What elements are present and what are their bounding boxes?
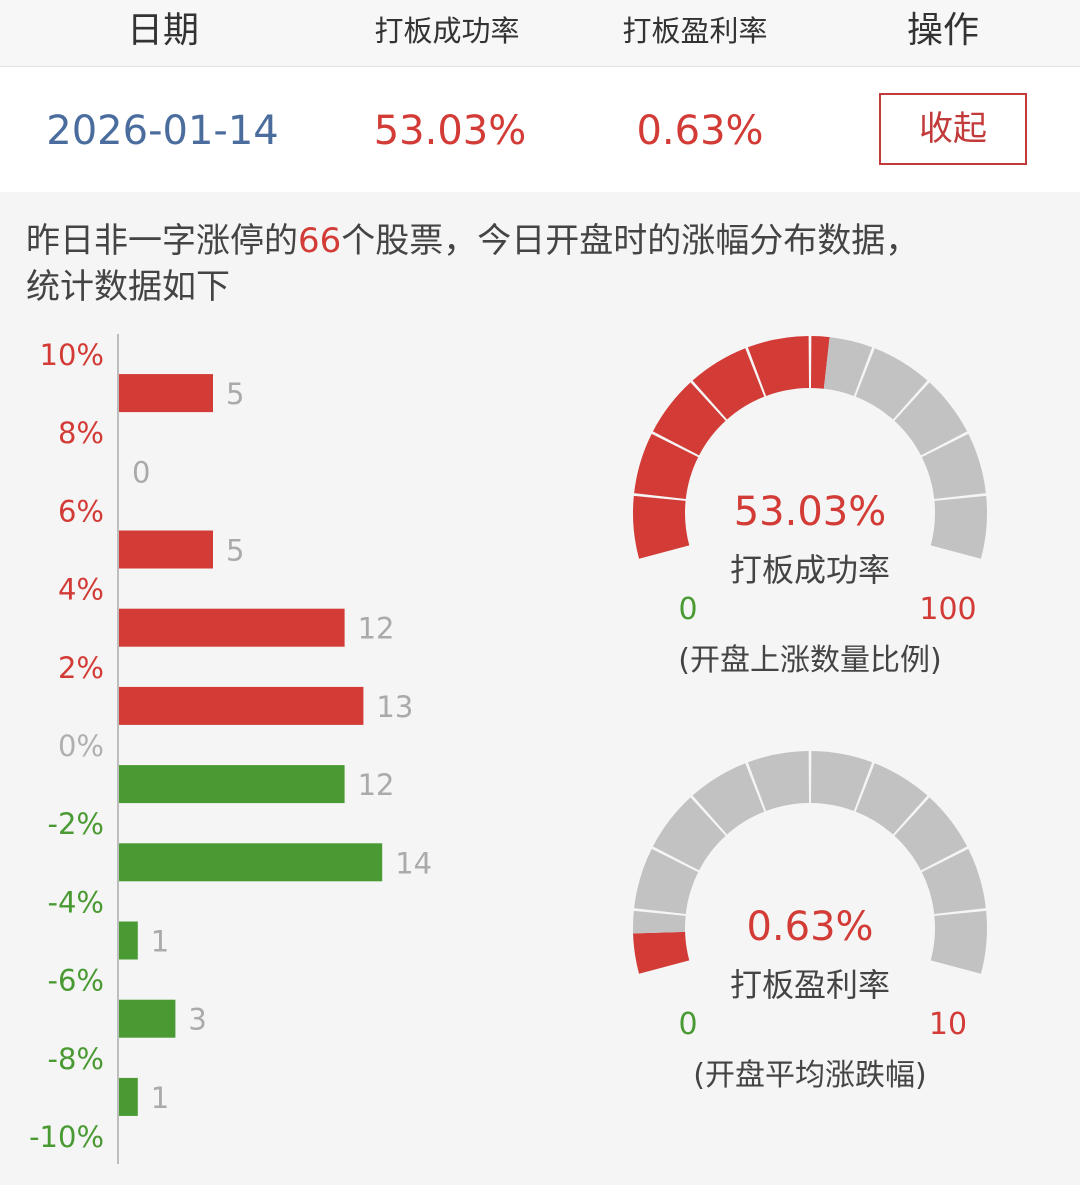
success-rate-gauge: 53.03% 打板成功率 0 100 (开盘上涨数量比例) (632, 336, 988, 678)
bar-value-label: 0 (132, 455, 150, 489)
bar-value-label: 5 (226, 534, 244, 568)
y-tick-label: 8% (58, 416, 104, 450)
y-tick-label: -10% (29, 1120, 104, 1154)
success-gauge-max-label: 100 (919, 592, 976, 627)
success-gauge-arc-filled (692, 348, 765, 420)
profit-gauge-arc-empty (634, 848, 699, 914)
profit-gauge-min-label: 0 (678, 1007, 697, 1042)
success-gauge-caption: (开盘上涨数量比例) (678, 643, 941, 678)
success-gauge-arc-empty (930, 495, 988, 559)
success-gauge-arc-filled (632, 495, 690, 559)
header-profit-rate: 打板盈利率 (622, 14, 768, 48)
bar (119, 921, 138, 960)
description-text: 昨日非一字涨停的66个股票，今日开盘时的涨幅分布数据， 统计数据如下 (26, 218, 1066, 310)
profit-gauge-arc-empty (855, 763, 928, 835)
bar-value-label: 1 (151, 925, 169, 959)
profit-gauge-value-text: 0.63% (746, 904, 873, 950)
bar (119, 608, 345, 647)
bar (119, 686, 364, 725)
profit-gauge-arc-empty (930, 910, 988, 974)
profit-gauge-arc-empty (747, 751, 810, 811)
header-success-rate: 打板成功率 (374, 14, 520, 48)
distribution-bar-chart: 10%8%6%4%2%0%-2%-4%-6%-8%-10%50512131214… (29, 334, 432, 1164)
profit-gauge-arc-empty (921, 848, 986, 914)
bar-value-label: 12 (358, 612, 395, 646)
profit-gauge-caption: (开盘平均涨跌幅) (693, 1058, 926, 1093)
y-tick-label: 4% (58, 573, 104, 607)
profit-gauge-arc-empty (652, 797, 726, 871)
y-tick-label: -4% (48, 885, 104, 919)
success-gauge-arc-empty (894, 382, 968, 456)
success-gauge-min-label: 0 (678, 592, 697, 627)
success-gauge-arc-filled (810, 336, 830, 389)
description-prefix: 昨日非一字涨停的 (26, 221, 298, 261)
row-profit-rate: 0.63% (636, 108, 764, 154)
success-gauge-arc-empty (921, 433, 986, 499)
y-tick-label: 0% (58, 729, 104, 763)
y-tick-label: 2% (58, 651, 104, 685)
bar (119, 374, 213, 413)
profit-gauge-name-text: 打板盈利率 (730, 966, 890, 1004)
profit-gauge-arc-empty (692, 763, 765, 835)
y-tick-label: -6% (48, 964, 104, 998)
table-row: 2026-01-14 53.03% 0.63% 收起 (0, 67, 1080, 192)
y-tick-label: 10% (40, 338, 104, 372)
profit-gauge-arc-filled (633, 931, 690, 974)
success-gauge-value-text: 53.03% (734, 489, 887, 535)
profit-rate-gauge: 0.63% 打板盈利率 0 10(开盘平均涨跌幅) (632, 751, 988, 1093)
bar-value-label: 12 (358, 768, 395, 802)
bar-value-label: 1 (151, 1081, 169, 1115)
success-gauge-arc-empty (823, 337, 873, 396)
row-success-rate: 53.03% (373, 108, 527, 154)
bar (119, 765, 345, 804)
profit-gauge-arc-empty (894, 797, 968, 871)
header-action: 操作 (906, 10, 979, 51)
bar (119, 843, 383, 882)
bar-value-label: 14 (395, 846, 432, 880)
bar-value-label: 3 (188, 1003, 206, 1037)
success-gauge-arc-filled (634, 433, 699, 499)
success-gauge-name-text: 打板成功率 (730, 551, 890, 589)
success-gauge-arc-empty (855, 348, 928, 420)
y-tick-label: -8% (48, 1042, 104, 1076)
table-header: 日期 打板成功率 打板盈利率 操作 (0, 0, 1080, 67)
description-count: 66 (298, 221, 342, 261)
header-date: 日期 (126, 10, 199, 51)
bar (119, 530, 213, 569)
collapse-button[interactable]: 收起 (879, 93, 1027, 165)
profit-gauge-arc-empty (810, 751, 873, 811)
profit-gauge-arc-empty (632, 910, 686, 934)
y-tick-label: -2% (48, 807, 104, 841)
profit-gauge-max-label: 10 (929, 1007, 967, 1042)
row-date: 2026-01-14 (46, 108, 279, 154)
bar-value-label: 5 (226, 377, 244, 411)
bar-value-label: 13 (376, 690, 413, 724)
description-line2: 统计数据如下 (26, 267, 230, 307)
bar (119, 999, 176, 1038)
success-gauge-arc-filled (652, 382, 726, 456)
bar (119, 1077, 138, 1116)
success-gauge-arc-filled (747, 336, 810, 396)
description-suffix: 个股票，今日开盘时的涨幅分布数据， (341, 221, 920, 261)
y-tick-label: 6% (58, 494, 104, 528)
